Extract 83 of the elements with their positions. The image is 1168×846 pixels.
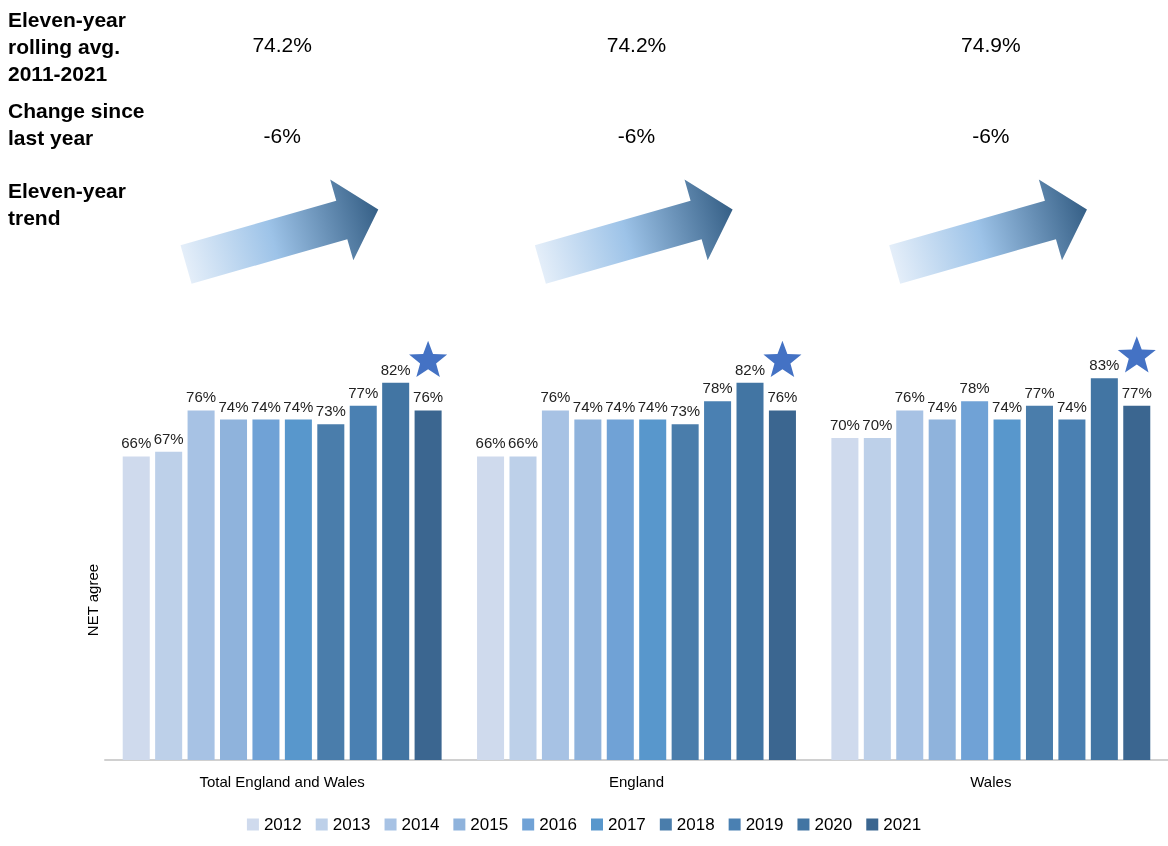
data-label: 77% xyxy=(1121,383,1152,401)
legend-label: 2015 xyxy=(470,815,509,834)
legend-label: 2016 xyxy=(539,815,578,834)
data-label: 66% xyxy=(507,434,539,452)
text: -6% xyxy=(263,123,301,147)
data-label: 74% xyxy=(637,397,668,415)
legend-label: 2013 xyxy=(332,815,371,834)
bar xyxy=(831,438,859,760)
data-label: 76% xyxy=(894,388,925,406)
bar xyxy=(993,419,1021,760)
bar xyxy=(509,456,537,760)
data-label: 76% xyxy=(540,388,571,406)
bar xyxy=(477,456,505,760)
legend-label: 2014 xyxy=(401,815,440,834)
y-axis-title: NET agree xyxy=(84,563,101,637)
bar xyxy=(284,419,312,760)
bar xyxy=(187,410,215,760)
bar xyxy=(671,424,699,760)
text: Eleven-year trend xyxy=(8,179,132,229)
x-tick-label: England xyxy=(608,773,665,790)
legend-label: 2018 xyxy=(676,815,715,834)
data-label: 66% xyxy=(121,434,152,452)
data-label: 83% xyxy=(1089,356,1120,374)
legend-label: 2017 xyxy=(608,815,646,834)
bar xyxy=(639,419,667,760)
data-label: 76% xyxy=(413,388,444,406)
data-label: 66% xyxy=(475,434,506,452)
data-label: 70% xyxy=(862,416,893,433)
data-label: 74% xyxy=(250,397,281,415)
data-label: 74% xyxy=(992,397,1023,415)
data-label: 82% xyxy=(380,360,411,378)
bar xyxy=(541,410,569,760)
x-tick-label: Wales xyxy=(970,773,1012,790)
data-label: 76% xyxy=(767,388,798,406)
bar xyxy=(252,419,280,760)
bar xyxy=(736,382,764,760)
bar xyxy=(1090,378,1118,760)
bar xyxy=(704,401,732,760)
bar xyxy=(768,410,796,760)
data-label: 74% xyxy=(218,397,249,415)
bar xyxy=(122,456,150,760)
bar xyxy=(896,410,924,760)
data-label: 77% xyxy=(1024,383,1055,401)
bar xyxy=(414,410,442,760)
x-tick-label: Total England and Wales xyxy=(199,773,365,790)
data-label: 82% xyxy=(734,360,766,378)
bar xyxy=(220,419,248,760)
bar xyxy=(1025,405,1053,760)
text: -6% xyxy=(972,123,1010,147)
bar xyxy=(1058,419,1086,760)
data-label: 74% xyxy=(283,397,314,415)
bar xyxy=(382,382,410,760)
bar xyxy=(317,424,345,760)
bar xyxy=(574,419,602,760)
bar xyxy=(155,451,183,760)
text: Change since last year xyxy=(8,99,151,149)
bar xyxy=(863,438,891,760)
bar xyxy=(349,405,377,760)
text: 74.2% xyxy=(252,32,312,56)
bar xyxy=(928,419,956,760)
data-label: 73% xyxy=(670,402,701,420)
text: Eleven-year rolling avg. 2011-2021 xyxy=(8,8,132,85)
data-label: 73% xyxy=(315,402,346,420)
legend-label: 2020 xyxy=(814,815,853,834)
data-label: 78% xyxy=(702,379,733,397)
bar xyxy=(961,401,989,760)
text: 74.2% xyxy=(606,32,667,56)
text: 74.9% xyxy=(961,32,1021,56)
legend-label: 2019 xyxy=(745,815,784,834)
data-label: 74% xyxy=(927,397,958,415)
bar xyxy=(606,419,634,760)
data-label: 77% xyxy=(348,383,379,401)
data-label: 70% xyxy=(829,416,860,433)
data-label: 74% xyxy=(605,397,636,415)
legend-label: 2021 xyxy=(883,815,922,834)
legend-label: 2012 xyxy=(263,815,302,834)
text: -6% xyxy=(617,123,656,147)
data-label: 78% xyxy=(959,379,990,397)
data-label: 76% xyxy=(186,388,217,406)
bar xyxy=(1123,405,1151,760)
data-label: 74% xyxy=(572,397,603,415)
data-label: 67% xyxy=(153,429,184,447)
data-label: 74% xyxy=(1056,397,1087,415)
